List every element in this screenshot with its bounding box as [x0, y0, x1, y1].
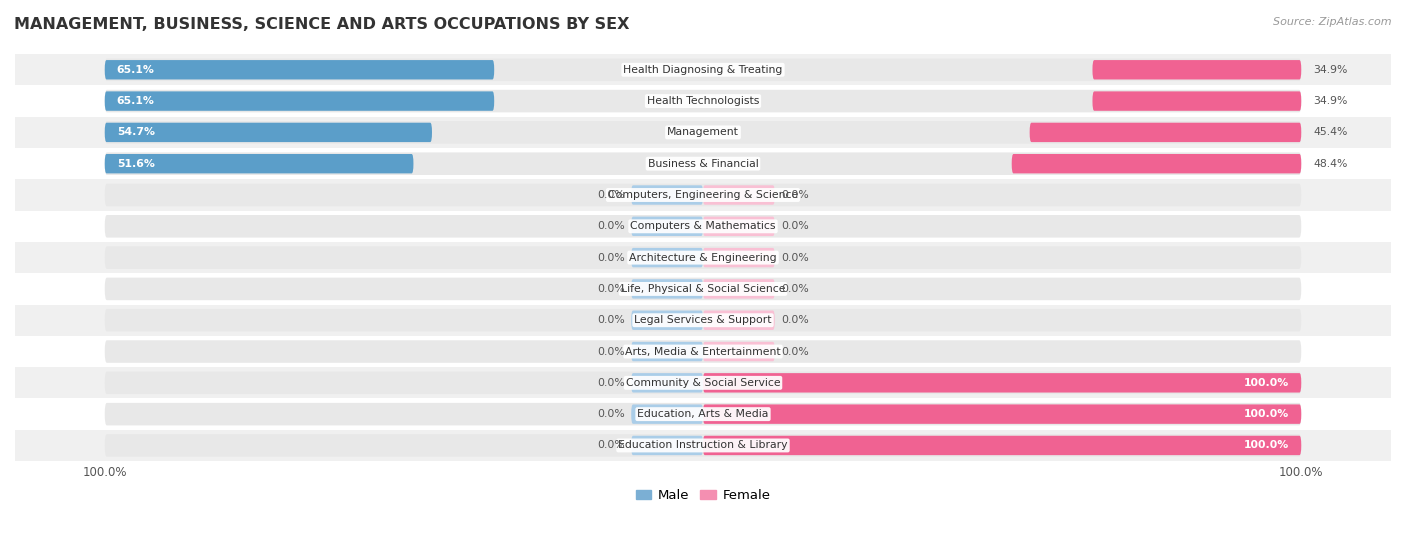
FancyBboxPatch shape — [104, 121, 1302, 144]
Text: Life, Physical & Social Science: Life, Physical & Social Science — [621, 284, 785, 294]
FancyBboxPatch shape — [631, 310, 703, 330]
FancyBboxPatch shape — [104, 309, 1302, 331]
FancyBboxPatch shape — [703, 185, 775, 205]
Text: 100.0%: 100.0% — [1244, 409, 1289, 419]
FancyBboxPatch shape — [104, 247, 1302, 269]
Text: 0.0%: 0.0% — [780, 284, 808, 294]
FancyBboxPatch shape — [104, 60, 494, 79]
FancyBboxPatch shape — [104, 434, 1302, 457]
Text: 65.1%: 65.1% — [117, 65, 155, 75]
Bar — [15, 211, 1391, 242]
FancyBboxPatch shape — [703, 279, 775, 299]
Bar — [15, 336, 1391, 367]
Text: 0.0%: 0.0% — [598, 347, 626, 357]
Text: 0.0%: 0.0% — [598, 253, 626, 263]
Bar — [15, 305, 1391, 336]
Text: Education Instruction & Library: Education Instruction & Library — [619, 440, 787, 451]
FancyBboxPatch shape — [104, 91, 494, 111]
Text: Architecture & Engineering: Architecture & Engineering — [630, 253, 776, 263]
FancyBboxPatch shape — [1012, 154, 1302, 173]
FancyBboxPatch shape — [631, 405, 703, 424]
FancyBboxPatch shape — [631, 248, 703, 267]
Text: 45.4%: 45.4% — [1313, 127, 1347, 138]
Text: 0.0%: 0.0% — [598, 378, 626, 388]
Text: 0.0%: 0.0% — [780, 221, 808, 231]
Bar — [15, 54, 1391, 86]
Text: Legal Services & Support: Legal Services & Support — [634, 315, 772, 325]
Bar — [15, 242, 1391, 273]
Text: 0.0%: 0.0% — [598, 221, 626, 231]
Bar — [15, 148, 1391, 179]
Text: Management: Management — [666, 127, 740, 138]
FancyBboxPatch shape — [631, 342, 703, 361]
Text: MANAGEMENT, BUSINESS, SCIENCE AND ARTS OCCUPATIONS BY SEX: MANAGEMENT, BUSINESS, SCIENCE AND ARTS O… — [14, 17, 630, 32]
Text: 0.0%: 0.0% — [598, 284, 626, 294]
Text: 0.0%: 0.0% — [598, 440, 626, 451]
Text: Health Diagnosing & Treating: Health Diagnosing & Treating — [623, 65, 783, 75]
Text: Business & Financial: Business & Financial — [648, 159, 758, 169]
FancyBboxPatch shape — [104, 215, 1302, 238]
Text: Community & Social Service: Community & Social Service — [626, 378, 780, 388]
Text: 51.6%: 51.6% — [117, 159, 155, 169]
Text: 0.0%: 0.0% — [780, 253, 808, 263]
Text: 34.9%: 34.9% — [1313, 65, 1347, 75]
FancyBboxPatch shape — [703, 373, 1302, 392]
Text: 0.0%: 0.0% — [780, 315, 808, 325]
FancyBboxPatch shape — [703, 436, 1302, 455]
FancyBboxPatch shape — [1029, 122, 1302, 142]
Text: 34.9%: 34.9% — [1313, 96, 1347, 106]
FancyBboxPatch shape — [631, 373, 703, 392]
Text: 0.0%: 0.0% — [598, 190, 626, 200]
Text: 54.7%: 54.7% — [117, 127, 155, 138]
Text: 0.0%: 0.0% — [780, 347, 808, 357]
FancyBboxPatch shape — [104, 59, 1302, 81]
FancyBboxPatch shape — [104, 372, 1302, 394]
FancyBboxPatch shape — [631, 279, 703, 299]
Text: 65.1%: 65.1% — [117, 96, 155, 106]
Text: Education, Arts & Media: Education, Arts & Media — [637, 409, 769, 419]
FancyBboxPatch shape — [104, 154, 413, 173]
Bar — [15, 399, 1391, 430]
FancyBboxPatch shape — [104, 340, 1302, 363]
FancyBboxPatch shape — [703, 248, 775, 267]
Text: Source: ZipAtlas.com: Source: ZipAtlas.com — [1274, 17, 1392, 27]
FancyBboxPatch shape — [104, 403, 1302, 425]
FancyBboxPatch shape — [631, 436, 703, 455]
FancyBboxPatch shape — [703, 342, 775, 361]
Text: 100.0%: 100.0% — [1244, 378, 1289, 388]
Bar — [15, 179, 1391, 211]
FancyBboxPatch shape — [631, 216, 703, 236]
Text: Computers, Engineering & Science: Computers, Engineering & Science — [607, 190, 799, 200]
Legend: Male, Female: Male, Female — [630, 484, 776, 508]
Bar — [15, 117, 1391, 148]
Text: Health Technologists: Health Technologists — [647, 96, 759, 106]
Text: 0.0%: 0.0% — [598, 409, 626, 419]
Text: 0.0%: 0.0% — [780, 190, 808, 200]
Bar — [15, 367, 1391, 399]
Text: 0.0%: 0.0% — [598, 315, 626, 325]
FancyBboxPatch shape — [631, 185, 703, 205]
Text: 48.4%: 48.4% — [1313, 159, 1347, 169]
FancyBboxPatch shape — [104, 184, 1302, 206]
FancyBboxPatch shape — [104, 90, 1302, 112]
FancyBboxPatch shape — [1092, 91, 1302, 111]
FancyBboxPatch shape — [104, 278, 1302, 300]
FancyBboxPatch shape — [703, 405, 1302, 424]
Text: 100.0%: 100.0% — [1244, 440, 1289, 451]
FancyBboxPatch shape — [1092, 60, 1302, 79]
Bar — [15, 430, 1391, 461]
Bar — [15, 86, 1391, 117]
FancyBboxPatch shape — [104, 122, 432, 142]
Bar — [15, 273, 1391, 305]
Text: Computers & Mathematics: Computers & Mathematics — [630, 221, 776, 231]
Text: Arts, Media & Entertainment: Arts, Media & Entertainment — [626, 347, 780, 357]
FancyBboxPatch shape — [104, 153, 1302, 175]
FancyBboxPatch shape — [703, 216, 775, 236]
FancyBboxPatch shape — [703, 310, 775, 330]
